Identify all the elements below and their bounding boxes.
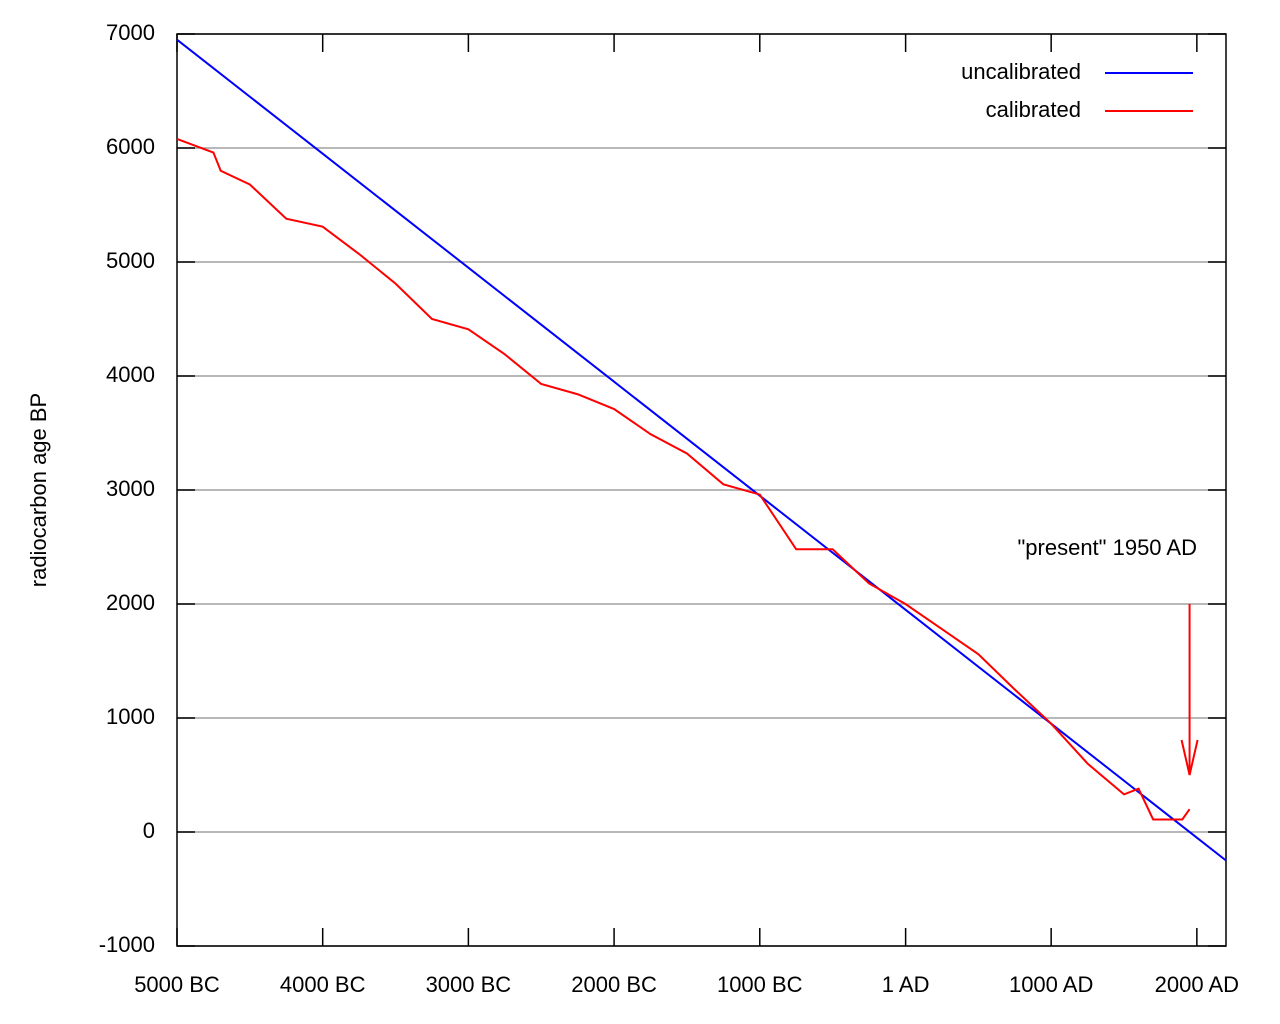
annotation-arrowhead (1180, 739, 1199, 776)
x-tick-label: 1 AD (882, 972, 930, 997)
y-tick-label: -1000 (99, 932, 155, 957)
x-tick-label: 1000 BC (717, 972, 803, 997)
annotation-text: "present" 1950 AD (1017, 535, 1197, 560)
series-line (176, 38, 1227, 862)
y-tick-label: 4000 (106, 362, 155, 387)
y-tick-label: 6000 (106, 134, 155, 159)
x-tick-label: 4000 BC (280, 972, 366, 997)
y-tick-label: 3000 (106, 476, 155, 501)
y-tick-label: 0 (143, 818, 155, 843)
legend-label: calibrated (986, 97, 1081, 122)
y-tick-label: 5000 (106, 248, 155, 273)
y-axis-label: radiocarbon age BP (26, 393, 51, 587)
x-tick-label: 1000 AD (1009, 972, 1093, 997)
y-tick-label: 1000 (106, 704, 155, 729)
y-tick-label: 7000 (106, 20, 155, 45)
x-tick-label: 2000 BC (571, 972, 657, 997)
plot-frame (176, 33, 1227, 947)
legend-label: uncalibrated (961, 59, 1081, 84)
x-tick-label: 5000 BC (134, 972, 220, 997)
y-tick-label: 2000 (106, 590, 155, 615)
x-tick-label: 3000 BC (426, 972, 512, 997)
x-tick-label: 2000 AD (1155, 972, 1239, 997)
series-line (176, 137, 1191, 821)
